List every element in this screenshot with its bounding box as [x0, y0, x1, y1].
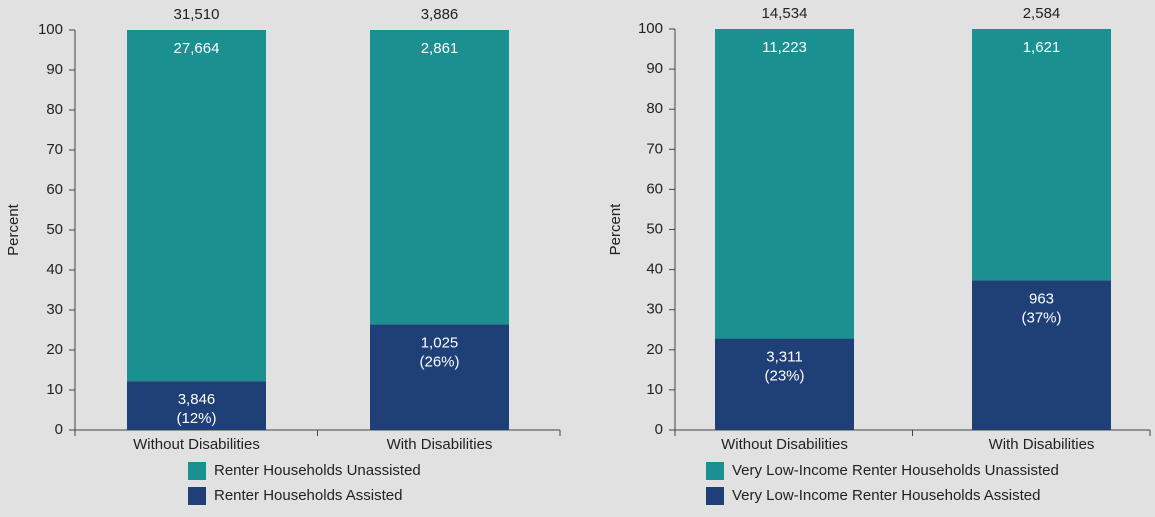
bar-segment	[715, 338, 854, 430]
value-label: (26%)	[419, 353, 459, 370]
y-tick-label: 10	[46, 381, 63, 398]
y-axis-label: Percent	[607, 203, 624, 256]
y-tick-label: 70	[646, 140, 663, 157]
y-tick-label: 60	[646, 180, 663, 197]
y-tick-label: 70	[46, 141, 63, 158]
y-tick-label: 80	[646, 100, 663, 117]
y-axis-label: Percent	[5, 203, 22, 256]
count-label: 1,025	[421, 334, 459, 351]
count-label: 2,861	[421, 40, 459, 57]
y-tick-label: 50	[646, 220, 663, 237]
x-tick-label: Without Disabilities	[721, 436, 848, 453]
bar-segment	[370, 30, 509, 325]
bar-segment	[972, 29, 1111, 281]
legend-label: Very Low-Income Renter Households Unassi…	[732, 462, 1059, 479]
legend-label: Very Low-Income Renter Households Assist…	[732, 487, 1041, 504]
count-label: 3,311	[766, 349, 802, 366]
bar-segment	[127, 381, 266, 430]
bar-segment	[972, 280, 1111, 430]
total-label: 3,886	[421, 6, 459, 23]
legend-swatch	[188, 487, 206, 505]
total-label: 2,584	[1023, 5, 1061, 22]
value-label: (12%)	[176, 410, 216, 427]
legend-swatch	[706, 487, 724, 505]
count-label: 11,223	[762, 39, 807, 56]
y-tick-label: 100	[38, 21, 63, 38]
y-tick-label: 90	[646, 60, 663, 77]
y-tick-label: 0	[55, 421, 63, 438]
y-tick-label: 40	[646, 261, 663, 278]
legend-label: Renter Households Unassisted	[214, 462, 421, 479]
y-tick-label: 80	[46, 101, 63, 118]
y-tick-label: 50	[46, 221, 63, 238]
bar-segment	[127, 30, 266, 382]
legend-swatch	[188, 462, 206, 480]
y-tick-label: 30	[46, 301, 63, 318]
y-tick-label: 30	[646, 301, 663, 318]
total-label: 31,510	[174, 6, 220, 23]
total-label: 14,534	[762, 5, 808, 22]
y-tick-label: 40	[46, 261, 63, 278]
legend-label: Renter Households Assisted	[214, 487, 402, 504]
count-label: 3,846	[178, 391, 216, 408]
x-tick-label: Without Disabilities	[133, 436, 260, 453]
count-label: 963	[1029, 290, 1054, 307]
y-tick-label: 90	[46, 61, 63, 78]
x-tick-label: With Disabilities	[387, 436, 493, 453]
x-tick-label: With Disabilities	[989, 436, 1095, 453]
value-label: (37%)	[1021, 309, 1061, 326]
value-label: (23%)	[764, 368, 804, 385]
bar-segment	[370, 324, 509, 430]
y-tick-label: 60	[46, 181, 63, 198]
y-tick-label: 0	[655, 421, 663, 438]
count-label: 1,621	[1023, 39, 1061, 56]
y-tick-label: 10	[646, 381, 663, 398]
y-tick-label: 100	[638, 20, 663, 37]
count-label: 27,664	[174, 40, 220, 57]
legend-swatch	[706, 462, 724, 480]
y-tick-label: 20	[646, 341, 663, 358]
y-tick-label: 20	[46, 341, 63, 358]
bar-segment	[715, 29, 854, 339]
